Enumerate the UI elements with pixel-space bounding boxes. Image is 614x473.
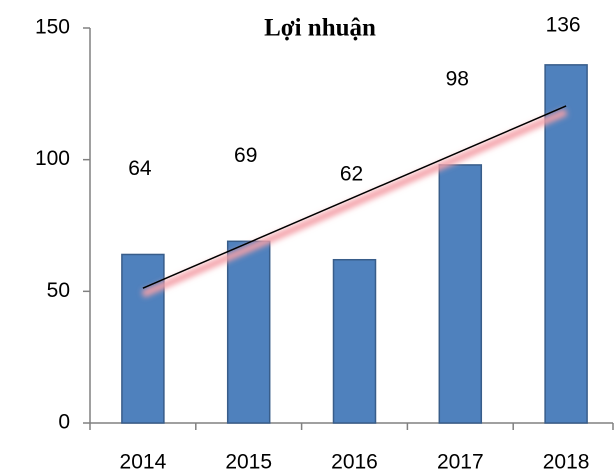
y-tick-label: 150 (35, 16, 70, 39)
y-tick-label: 0 (58, 411, 70, 434)
x-tick-label: 2015 (225, 451, 272, 473)
bar (226, 240, 271, 424)
data-label: 136 (546, 14, 581, 37)
chart-title: Lợi nhuận (264, 15, 376, 42)
bar (332, 258, 377, 424)
x-tick-label: 2016 (331, 451, 378, 473)
x-tick-label: 2017 (437, 451, 484, 473)
bar (121, 253, 165, 424)
data-label: 98 (446, 67, 469, 90)
data-label: 64 (128, 157, 152, 180)
bar (544, 64, 588, 424)
y-tick-label: 100 (35, 147, 70, 170)
data-label: 62 (340, 162, 363, 185)
y-tick-label: 50 (47, 279, 70, 302)
trend-glow (141, 108, 568, 298)
bar (438, 164, 483, 424)
x-tick-label: 2018 (543, 451, 590, 473)
x-tick-label: 2014 (120, 451, 167, 473)
data-label: 69 (234, 144, 257, 167)
trend-line (142, 105, 567, 289)
